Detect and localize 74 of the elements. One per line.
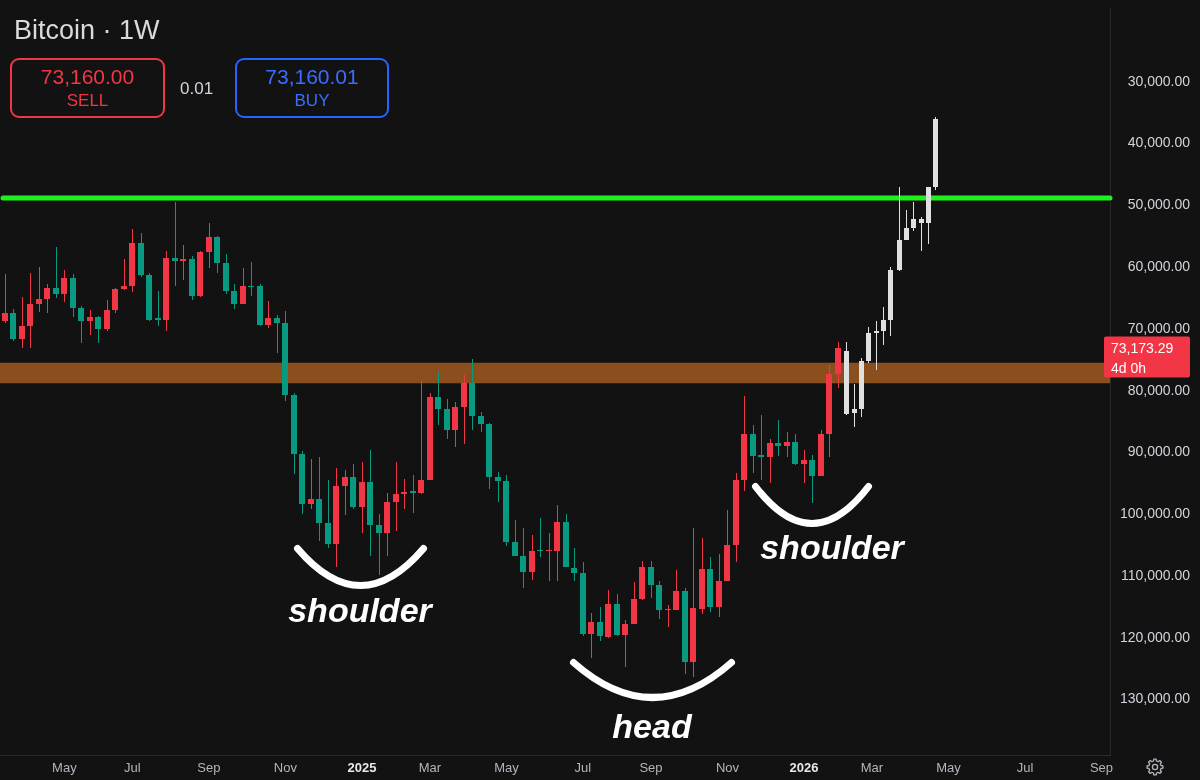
x-tick-label: May	[52, 760, 78, 776]
candlestick	[342, 470, 348, 515]
x-tick-label: Nov	[273, 760, 298, 776]
candlestick	[588, 613, 594, 658]
candlestick	[248, 262, 254, 296]
x-tick-label: Nov	[715, 760, 740, 776]
y-tick-label: 120,000.00	[1119, 628, 1191, 645]
candlestick	[180, 245, 186, 280]
candlestick	[775, 420, 781, 456]
x-tick-label: Sep	[197, 760, 221, 776]
y-tick-label: 40,000.00	[1127, 134, 1191, 151]
annotation: 4d 0h	[1111, 360, 1147, 377]
annotation: BUY	[293, 91, 331, 111]
candlestick	[622, 620, 628, 667]
candlestick	[495, 472, 501, 502]
candlestick	[435, 371, 441, 425]
candlestick	[393, 462, 399, 531]
annotation: 0.01	[180, 78, 214, 100]
candlestick	[376, 514, 382, 575]
annotation: shoulder	[760, 528, 904, 566]
candlestick	[401, 479, 407, 509]
x-tick-label: Sep	[1089, 760, 1114, 776]
x-tick-label: May	[936, 760, 962, 776]
annotation: shoulder	[288, 591, 432, 629]
candlestick	[2, 274, 8, 323]
y-tick-label: 70,000.00	[1127, 319, 1191, 336]
y-tick-label: 30,000.00	[1127, 72, 1191, 89]
x-tick-label: 2026	[789, 760, 819, 776]
candlestick	[274, 315, 280, 353]
sell-button: 73,160.00 SELL	[10, 58, 165, 118]
candlestick	[546, 533, 552, 581]
chart-title: Bitcoin · 1W	[14, 14, 160, 47]
y-tick-label: 100,000.00	[1119, 505, 1191, 522]
annotation: head	[612, 707, 692, 745]
y-tick-label: 80,000.00	[1127, 381, 1191, 398]
candlestick	[155, 291, 161, 326]
candlestick	[19, 297, 25, 348]
candlestick	[410, 475, 416, 513]
annotation: 73,173.29	[1111, 340, 1174, 357]
candlestick	[801, 450, 807, 483]
x-tick-label: Sep	[639, 760, 663, 776]
candlestick	[571, 548, 577, 581]
candlestick	[308, 459, 314, 509]
x-tick-label: Jul	[1016, 760, 1034, 776]
candlestick	[537, 518, 543, 557]
y-tick-label: 50,000.00	[1127, 196, 1191, 213]
x-tick-label: Mar	[418, 760, 442, 776]
candlestick	[53, 247, 59, 298]
x-tick-label: Mar	[860, 760, 884, 776]
annotation: SELL	[65, 91, 110, 111]
y-tick-label: 60,000.00	[1127, 258, 1191, 275]
annotation: 73,160.00	[39, 65, 136, 89]
candlestick	[784, 432, 790, 457]
x-tick-label: Jul	[574, 760, 592, 776]
buy-button: 73,160.01 BUY	[235, 58, 389, 118]
candlestick	[172, 202, 178, 286]
x-tick-label: May	[494, 760, 520, 776]
candlestick	[121, 259, 127, 290]
candlestick	[758, 415, 764, 480]
candlestick	[265, 301, 271, 328]
candlestick	[919, 217, 924, 251]
x-tick-label: 2025	[347, 760, 377, 776]
candlestick	[87, 310, 93, 335]
candlestick	[36, 267, 42, 312]
annotation: 73,160.01	[264, 65, 360, 89]
candlestick	[874, 321, 879, 370]
y-tick-label: 90,000.00	[1127, 443, 1191, 460]
candlestick	[418, 381, 424, 494]
y-tick-label: 110,000.00	[1120, 566, 1191, 583]
y-tick-label: 130,000.00	[1119, 690, 1191, 707]
candlestick	[852, 384, 857, 427]
candlestick	[520, 528, 526, 588]
candlestick	[665, 605, 671, 627]
x-tick-label: Jul	[124, 760, 141, 776]
